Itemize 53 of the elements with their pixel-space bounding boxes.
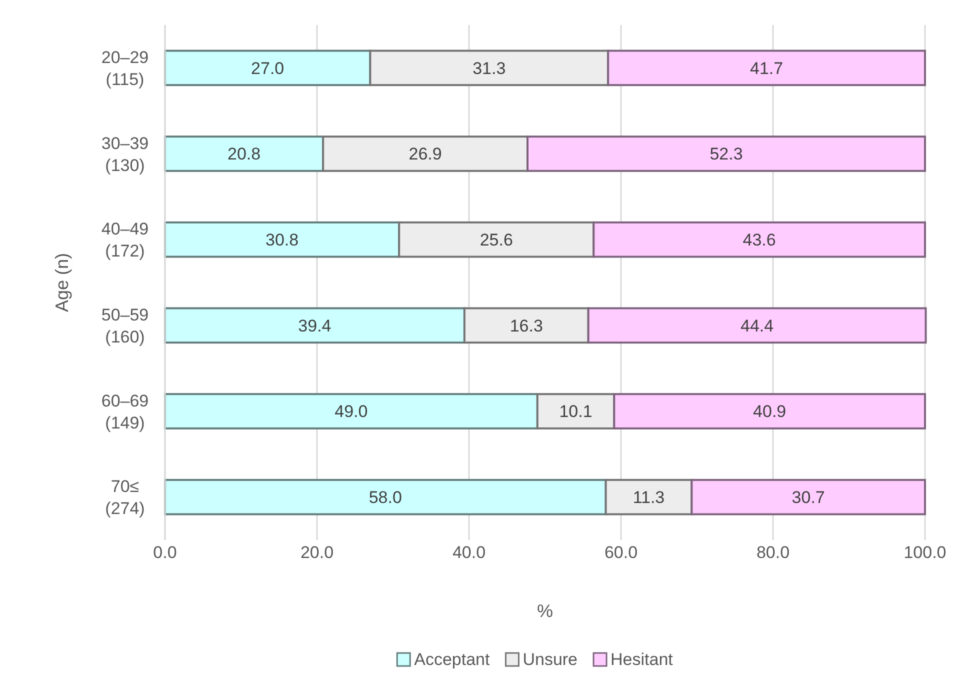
y-tick-label: 40–49 (172) [101,220,149,261]
y-axis-title: Age (n) [52,252,72,312]
bar [604,478,693,516]
bar [526,136,926,172]
y-tick-label: 60–69 (149) [101,391,149,432]
x-tick-label: 100.0 [904,543,946,562]
bar [322,136,529,172]
bar [398,221,595,258]
bar [164,307,466,344]
bar [613,393,926,430]
bar [369,50,610,86]
data-label: 58.0 [368,488,402,508]
bar [587,307,927,344]
x-tick-label: 40.0 [452,543,486,562]
x-tick-label: 60.0 [604,543,638,562]
bar [164,221,400,258]
legend-label: Hesitant [610,650,674,669]
data-label: 41.7 [750,58,784,78]
y-tick-label: 70≤ (274) [105,477,145,518]
data-label: 44.4 [740,316,774,336]
x-axis-title: % [536,601,554,621]
legend-label: Unsure [522,650,578,669]
data-label: 31.3 [472,58,506,78]
bar [690,478,926,516]
y-tick-label: 50–59 (160) [101,305,149,346]
data-label: 10.1 [559,402,592,422]
legend-label: Acceptant [414,650,490,669]
bar [607,50,926,86]
data-label: 39.4 [298,316,332,336]
y-tick-label: 30–39 (130) [101,134,149,175]
data-label: 20.8 [227,144,261,164]
x-tick-label: 0.0 [153,543,177,562]
data-label: 40.9 [753,402,786,422]
bar [164,136,324,172]
x-tick-label: 80.0 [756,543,790,562]
bar [536,393,616,430]
data-label: 11.3 [632,488,665,508]
bar [164,50,372,86]
bar [463,307,590,344]
data-label: 27.0 [251,58,284,78]
data-label: 49.0 [334,402,368,422]
data-label: 25.6 [480,230,513,250]
data-label: 52.3 [710,144,743,164]
data-label: 30.8 [265,230,299,250]
data-label: 26.9 [408,144,442,164]
data-label: 30.7 [792,488,825,508]
y-tick-label: 20–29 (115) [101,48,149,89]
bar [592,221,926,258]
data-label: 16.3 [510,316,543,336]
bar [164,478,607,516]
data-label: 43.6 [742,230,776,250]
x-tick-label: 20.0 [300,543,334,562]
bar [164,393,538,430]
